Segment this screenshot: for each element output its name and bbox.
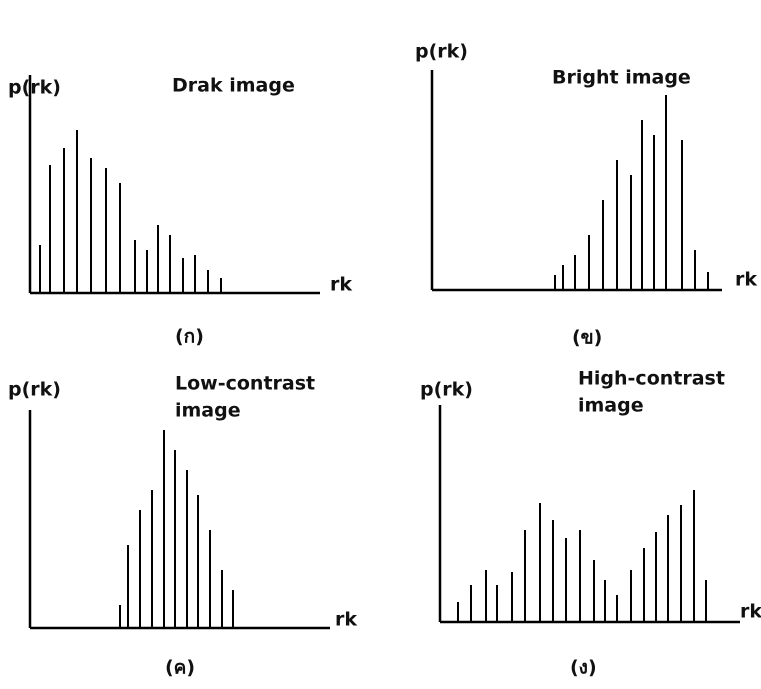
chart-title: Low-contrast — [175, 373, 315, 395]
caption: (ก) — [175, 326, 204, 348]
figure: p(rk) rk (ก) Drak image p(rk) rk (ข) Bright ima… — [0, 0, 761, 689]
y-axis-label: p(rk) — [8, 379, 61, 401]
chart-title: Drak image — [172, 75, 295, 97]
y-axis-label: p(rk) — [415, 41, 468, 63]
chart-title: High-contrast — [578, 368, 725, 390]
chart-title: Bright image — [552, 67, 691, 89]
caption: (ง) — [570, 657, 597, 679]
chart-title: image — [175, 400, 241, 422]
caption: (ข) — [572, 327, 602, 349]
x-axis-label: rk — [735, 269, 757, 291]
chart-title: image — [578, 395, 644, 417]
x-axis-label: rk — [740, 601, 761, 623]
x-axis-label: rk — [335, 609, 357, 631]
y-axis-label: p(rk) — [8, 77, 61, 99]
caption: (ค) — [165, 657, 195, 679]
y-axis-label: p(rk) — [420, 379, 473, 401]
x-axis-label: rk — [330, 274, 352, 296]
